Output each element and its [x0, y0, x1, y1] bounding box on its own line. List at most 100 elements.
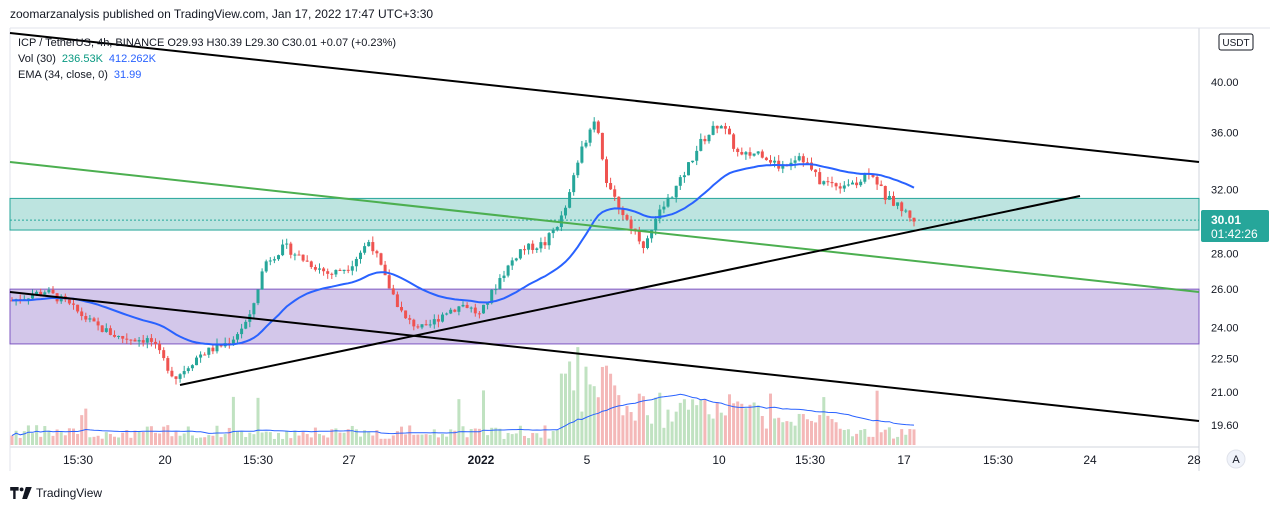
candle-body [625, 215, 629, 220]
candle-body [568, 192, 572, 208]
volume-bar [551, 431, 555, 445]
volume-bar [564, 373, 567, 445]
time-tick-label: 20 [158, 453, 172, 467]
volume-bar [149, 426, 153, 445]
candle-body [654, 218, 658, 231]
rising-support-trendline[interactable] [179, 195, 1081, 386]
candle-body [527, 243, 531, 250]
tradingview-brand[interactable]: TradingView [10, 486, 102, 500]
candle-body [326, 271, 330, 274]
price-axis[interactable]: 40.00 36.00 32.00 28.00 26.00 24.00 22.50 21.00… [1211, 77, 1239, 432]
candle-body [158, 343, 162, 351]
candle-body [871, 173, 875, 177]
candle-body [838, 186, 842, 189]
volume-bar [801, 414, 805, 445]
candle-body [104, 328, 108, 332]
candle-body [371, 242, 375, 252]
volume-bar [129, 437, 133, 445]
candle-body [887, 195, 891, 200]
upper-supply-zone [9, 197, 1200, 231]
volume-bar [498, 428, 502, 445]
candle-body [432, 319, 436, 325]
candle-body [711, 125, 715, 135]
volume-bar [326, 437, 330, 445]
volume-bar [760, 416, 764, 445]
volume-bar [785, 421, 789, 445]
lower-channel-trendline[interactable] [9, 291, 1200, 422]
candle-body [264, 261, 268, 272]
volume-bar [338, 432, 342, 445]
volume-bar [445, 436, 449, 445]
candle-body [547, 233, 551, 246]
volume-bar [908, 429, 912, 445]
currency-button[interactable] [1218, 33, 1254, 51]
candle-body [387, 275, 391, 289]
candle-body [240, 328, 244, 335]
candle-body [592, 121, 596, 130]
volume-bar [318, 433, 321, 445]
ema-legend[interactable]: EMA (34, close, 0) 31.99 [18, 67, 396, 83]
candle-body [412, 319, 416, 327]
candle-body [80, 311, 84, 317]
candle-body [797, 156, 801, 161]
volume-bar [810, 420, 813, 445]
volume-bar [715, 402, 719, 445]
time-tick-label: 15:30 [243, 453, 273, 467]
candle-body [35, 291, 39, 295]
candle-body [900, 202, 904, 212]
green-trendline[interactable] [9, 161, 1200, 293]
volume-bar [592, 386, 596, 445]
candle-body [26, 298, 30, 300]
volume-bar [39, 436, 43, 445]
volume-bar [863, 428, 867, 445]
candle-body [408, 318, 412, 320]
candle-body [190, 365, 194, 369]
time-axis[interactable]: 15:30 20 15:30 27 2022 5 10 15:30 17 15:30 24 28 [63, 453, 1201, 467]
volume-bar [728, 394, 731, 445]
volume-bar [88, 437, 92, 445]
candle-body [96, 321, 100, 326]
candle-body [744, 152, 748, 155]
candle-body [145, 338, 149, 343]
volume-bar [588, 384, 592, 445]
candle-body [244, 321, 248, 329]
volume-bar [900, 429, 904, 445]
volume-bar [621, 415, 625, 445]
candle-body [842, 185, 846, 189]
tradingview-logo-icon [10, 487, 32, 499]
volume-bar [465, 437, 469, 445]
candle-body [88, 318, 92, 320]
candle-body [293, 254, 297, 256]
volume-bar [158, 433, 162, 445]
candle-body [395, 294, 399, 308]
ema-value: 31.99 [113, 69, 142, 81]
volume-bar [203, 437, 207, 445]
upper-channel-trendline[interactable] [9, 32, 1200, 163]
symbol-line[interactable]: ICP / TetherUS, 4h, BINANCE O29.93 H30.3… [18, 37, 397, 49]
auto-scale-button[interactable] [1226, 449, 1246, 469]
volume-bar [892, 438, 895, 445]
volume-bar [527, 438, 531, 445]
candle-body [76, 304, 80, 312]
candle-body [814, 169, 818, 173]
volume-bar [805, 419, 809, 445]
candle-body [84, 316, 88, 320]
candle-body [641, 241, 645, 249]
candle-body [322, 268, 326, 272]
candle-body [863, 173, 867, 182]
candle-body [211, 347, 215, 352]
volume-bar [600, 366, 604, 445]
candle-body [535, 248, 539, 250]
candle-body [834, 183, 838, 187]
candle-body [445, 313, 449, 315]
volume-bar [469, 429, 473, 445]
volume-bar [35, 425, 39, 445]
last-price-tag: 30.01 [1211, 213, 1241, 227]
volume-bar [502, 438, 506, 445]
candle-body [215, 343, 219, 352]
candle-body [170, 370, 174, 377]
volume-legend[interactable]: Vol (30) 236.53K 412.262K [18, 51, 396, 67]
candle-body [121, 335, 125, 339]
volume-bar [43, 426, 47, 445]
